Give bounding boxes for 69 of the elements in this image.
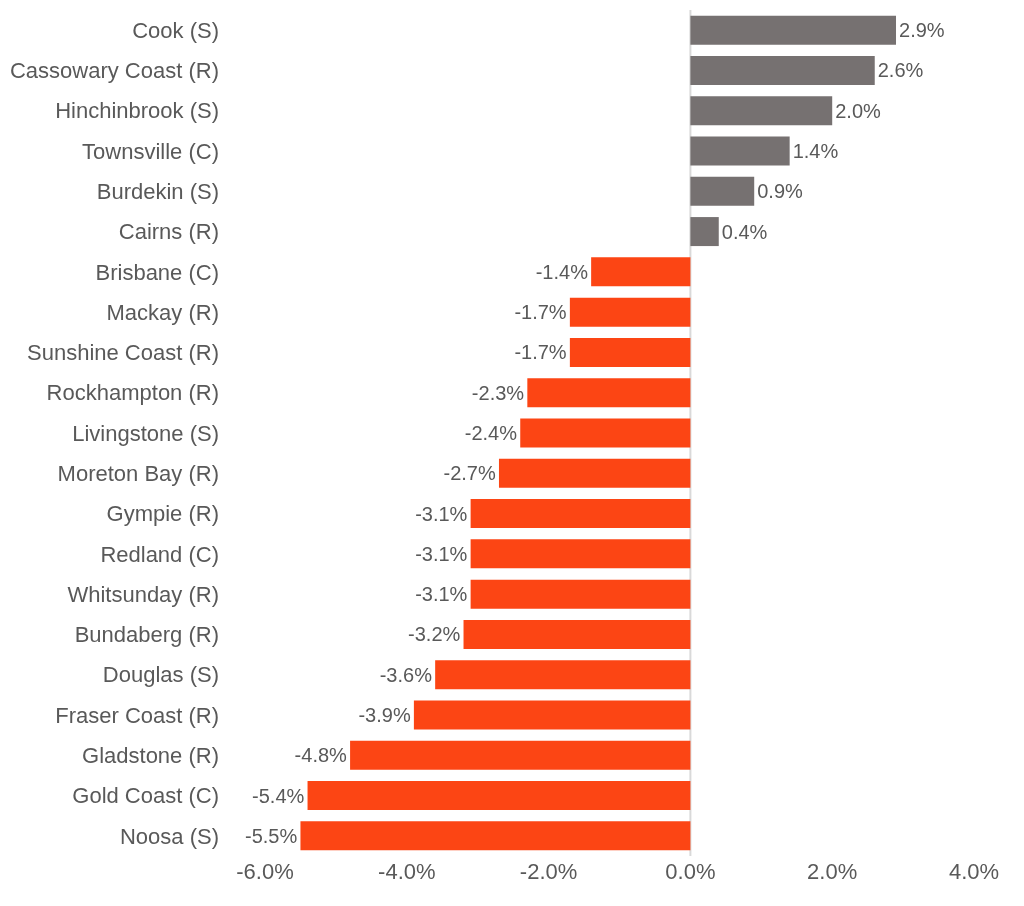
y-tick-label: Mackay (R)	[106, 299, 219, 325]
y-tick-label: Redland (C)	[100, 541, 219, 567]
bar	[498, 458, 691, 488]
bar	[470, 579, 691, 609]
y-tick-label: Gladstone (R)	[82, 742, 219, 768]
bar	[350, 740, 691, 770]
y-tick-label: Fraser Coast (R)	[55, 702, 219, 728]
bar	[690, 217, 719, 247]
y-tick-label: Brisbane (C)	[95, 259, 219, 285]
data-label: -2.3%	[471, 381, 525, 404]
y-tick-label: Moreton Bay (R)	[57, 460, 219, 486]
bar	[413, 700, 691, 730]
bar	[569, 297, 691, 327]
bar	[300, 821, 691, 851]
data-label: -3.6%	[379, 663, 433, 686]
y-tick-label: Rockhampton (R)	[46, 380, 219, 406]
bar	[690, 96, 833, 126]
y-tick-label: Livingstone (S)	[72, 420, 219, 446]
bar	[470, 499, 691, 529]
y-tick-label: Whitsunday (R)	[67, 581, 219, 607]
data-label: -4.8%	[294, 744, 348, 767]
y-tick-label: Bundaberg (R)	[74, 622, 219, 648]
y-tick-label: Townsville (C)	[82, 138, 219, 164]
bar	[690, 55, 875, 85]
data-label: -3.9%	[358, 704, 411, 726]
x-tick-label: 0.0%	[665, 859, 716, 884]
x-tick-label: 2.0%	[807, 859, 858, 884]
data-label: 1.4%	[792, 140, 839, 162]
y-tick-label: Sunshine Coast (R)	[27, 340, 219, 366]
data-label: 2.9%	[899, 19, 945, 42]
x-tick-label: -6.0%	[236, 859, 294, 884]
data-label: 0.4%	[721, 220, 768, 243]
y-tick-label: Cassowary Coast (R)	[9, 58, 219, 84]
data-label: -1.4%	[535, 260, 589, 283]
data-label: -3.2%	[408, 623, 461, 646]
x-tick-label: -2.0%	[519, 859, 578, 884]
bar	[690, 176, 755, 206]
bar	[569, 337, 691, 367]
data-label: -5.4%	[252, 784, 305, 807]
y-tick-label: Noosa (S)	[119, 823, 219, 849]
bar	[690, 136, 790, 166]
y-tick-label: Burdekin (S)	[96, 178, 219, 204]
bar	[307, 781, 691, 811]
bar	[435, 660, 691, 690]
data-label: -3.1%	[415, 542, 468, 565]
x-tick-label: -4.0%	[378, 859, 436, 884]
data-label: 2.6%	[877, 59, 924, 82]
bar	[520, 418, 691, 448]
y-tick-label: Cairns (R)	[118, 219, 219, 245]
data-label: -2.7%	[443, 462, 496, 485]
y-tick-label: Hinchinbrook (S)	[55, 98, 219, 124]
bar	[527, 378, 691, 408]
bar	[470, 539, 691, 569]
bar	[690, 15, 897, 45]
bar	[463, 619, 691, 649]
data-label: -3.1%	[415, 502, 468, 525]
data-label: 2.0%	[835, 99, 881, 122]
data-label: -1.7%	[514, 341, 567, 364]
data-label: -1.7%	[514, 301, 567, 324]
y-tick-label: Gympie (R)	[106, 501, 219, 527]
y-tick-label: Douglas (S)	[102, 662, 219, 688]
y-tick-label: Gold Coast (C)	[72, 783, 219, 809]
y-tick-label: Cook (S)	[132, 17, 219, 43]
data-label: -5.5%	[244, 824, 298, 847]
x-tick-label: 4.0%	[948, 859, 1000, 884]
data-label: -2.4%	[464, 422, 518, 444]
bar	[591, 257, 691, 287]
data-label: -3.1%	[415, 583, 468, 606]
data-label: 0.9%	[757, 180, 804, 203]
